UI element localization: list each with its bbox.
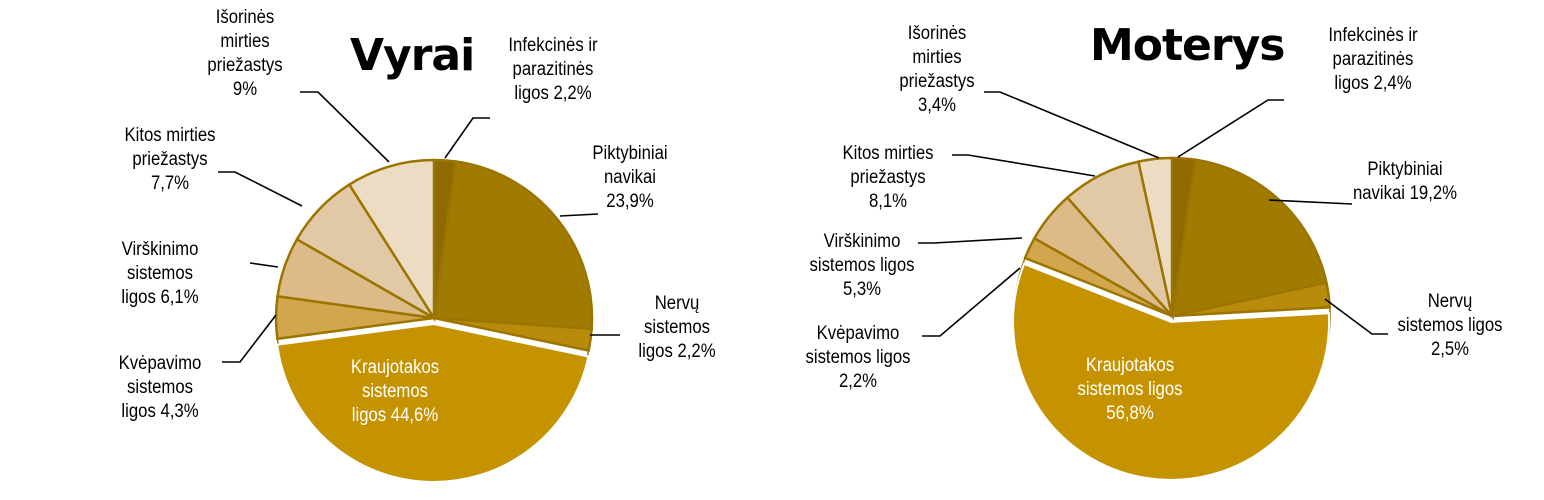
leader-line: [249, 262, 279, 268]
leader-line: [300, 91, 390, 163]
leader-line: [952, 154, 1096, 177]
leader-line: [218, 171, 303, 207]
men-pie-chart: Vyrai Išorinės mirties priežastys 9% Inf…: [118, 7, 716, 483]
men-label-piktybiniai: Piktybiniai navikai 23,9%: [592, 143, 668, 212]
women-label-piktybiniai: Piktybiniai navikai 19,2%: [1352, 159, 1458, 204]
women-label-kraujotakos: Kraujotakos sistemos ligos 56,8%: [1077, 355, 1183, 424]
pie-slice-kraujotakos: [1012, 262, 1331, 481]
men-label-infekcines: Infekcinės ir parazitinės ligos 2,2%: [508, 35, 598, 104]
women-chart-title: Moterys: [1090, 20, 1285, 71]
women-pie-svg: [918, 91, 1388, 481]
men-label-kvepavimo: Kvėpavimo sistemos ligos 4,3%: [118, 353, 202, 422]
pie-slice-kraujotakos: [276, 322, 590, 483]
leader-line: [444, 117, 490, 159]
women-label-virskinimo: Virškinimo sistemos ligos 5,3%: [809, 231, 915, 300]
leader-line: [559, 213, 599, 217]
men-label-kitos: Kitos mirties priežastys 7,7%: [124, 125, 216, 194]
leader-line: [922, 267, 1021, 337]
men-chart-title: Vyrai: [350, 30, 475, 81]
leader-line: [222, 314, 277, 363]
men-pie-svg: [218, 91, 620, 483]
men-label-nervu: Nervų sistemos ligos 2,2%: [638, 293, 716, 362]
women-label-infekcines: Infekcinės ir parazitinės ligos 2,4%: [1328, 25, 1418, 94]
leader-line: [984, 91, 1160, 159]
leader-line: [1324, 298, 1388, 335]
leader-line: [1177, 99, 1284, 158]
pie-slice-isorines: [1136, 156, 1174, 317]
men-label-virskinimo: Virškinimo sistemos ligos 6,1%: [121, 239, 199, 308]
pie-slice-nervu: [1171, 281, 1332, 318]
men-label-kraujotakos: Kraujotakos sistemos ligos 44,6%: [350, 357, 440, 426]
leader-line: [918, 237, 1023, 244]
women-label-kvepavimo: Kvėpavimo sistemos ligos 2,2%: [805, 323, 911, 392]
women-pie-chart: Moterys Išorinės mirties priežastys 3,4%…: [772, 0, 1544, 500]
leader-line: [1268, 199, 1353, 205]
women-label-kitos: Kitos mirties priežastys 8,1%: [842, 143, 934, 212]
women-label-isorines: Išorinės mirties priežastys 3,4%: [899, 23, 975, 116]
men-label-isorines: Išorinės mirties priežastys 9%: [207, 7, 283, 100]
women-label-nervu: Nervų sistemos ligos 2,5%: [1397, 291, 1503, 360]
pie-slice-piktybiniai: [432, 160, 594, 331]
pie-slice-isorines: [347, 158, 436, 323]
pie-slice-nervu: [433, 316, 593, 353]
